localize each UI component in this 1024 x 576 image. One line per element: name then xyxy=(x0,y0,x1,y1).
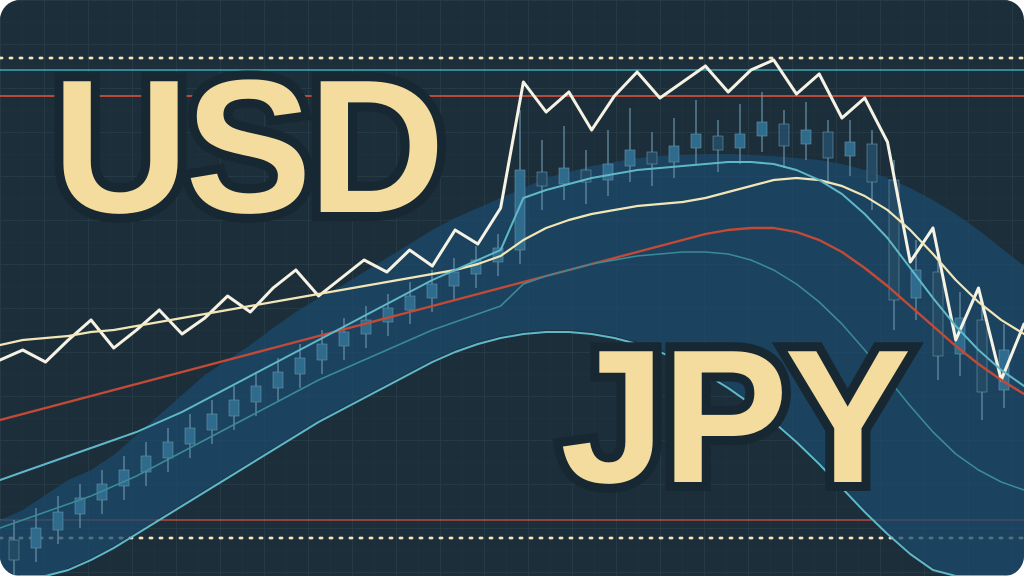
currency-label-jpy: JPY JPY xyxy=(560,332,907,503)
forex-chart: USD USD JPY JPY xyxy=(0,0,1024,576)
currency-label-usd: USD USD xyxy=(52,62,441,233)
